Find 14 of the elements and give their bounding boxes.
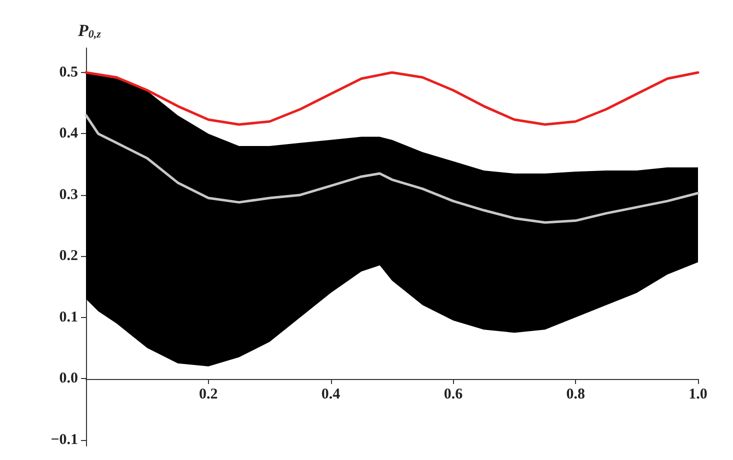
x-tick-label: 1.0 [688, 386, 708, 402]
y-tick-label: 0.1 [59, 309, 78, 326]
x-tick-label: 0.2 [199, 386, 218, 402]
y-tick-label: 0.4 [59, 126, 78, 142]
y-tick-label: 0.5 [59, 64, 78, 80]
x-tick-label: 0.8 [566, 386, 585, 402]
line-series [84, 114, 700, 224]
y-tick-label: 0.2 [59, 248, 78, 264]
y-tick-label: −0.1 [50, 432, 78, 448]
y-tick-label: 0.3 [59, 186, 78, 203]
x-tick-label: 0.6 [444, 386, 464, 402]
y-tick-label: 0.0 [59, 370, 78, 387]
line-series [84, 71, 700, 126]
x-tick-label: 0.4 [321, 386, 341, 402]
